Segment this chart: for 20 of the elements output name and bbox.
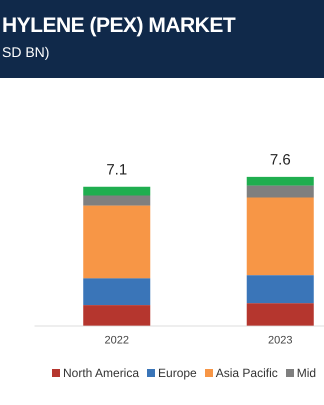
bar (83, 186, 150, 196)
bar (83, 305, 150, 326)
legend-label: Mid (296, 366, 316, 380)
bar (246, 176, 314, 186)
bar (83, 278, 150, 306)
legend-label: Europe (157, 366, 197, 380)
legend-label: Asia Pacific (214, 366, 278, 380)
chart-title: HYLENE (PEX) MARKET (2, 14, 236, 38)
bar (83, 206, 150, 278)
annotation: 7.6 (270, 151, 291, 168)
x-tick-label: 2022 (104, 334, 129, 346)
legend-label: North America (62, 366, 140, 380)
bar (246, 303, 314, 326)
bar (83, 195, 150, 206)
x-tick-label: 2023 (268, 334, 292, 346)
bar (246, 275, 314, 304)
annotation: 7.1 (106, 161, 128, 178)
chart-subtitle: SD BN) (2, 44, 50, 60)
bar (246, 186, 314, 198)
bar (246, 198, 314, 276)
